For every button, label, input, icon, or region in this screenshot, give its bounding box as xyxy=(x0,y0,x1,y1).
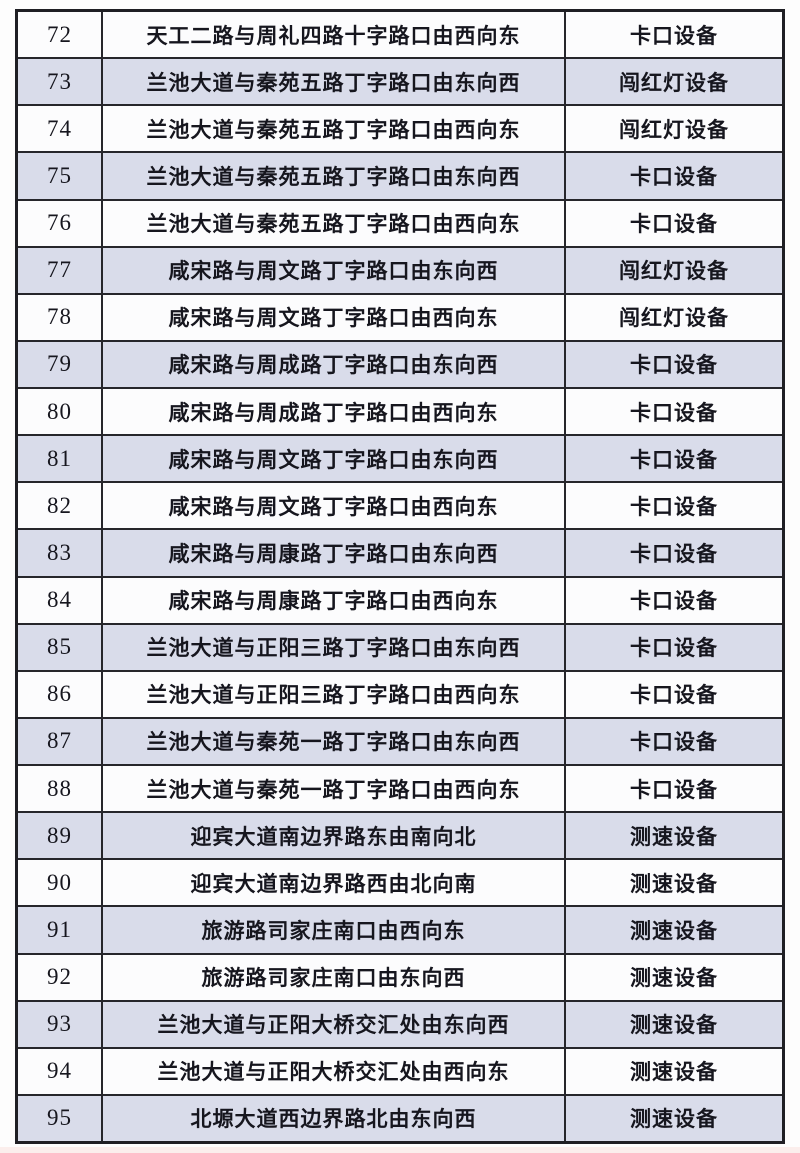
table-row: 92 旅游路司家庄南口由东向西 测速设备 xyxy=(18,954,782,1002)
device-type-cell: 测速设备 xyxy=(630,967,718,991)
device-type-cell: 卡口设备 xyxy=(630,24,718,48)
location-cell: 兰池大道与秦苑五路丁字路口由西向东 xyxy=(103,106,566,152)
location-cell: 旅游路司家庄南口由西向东 xyxy=(103,907,566,953)
location-cell: 天工二路与周礼四路十字路口由西向东 xyxy=(103,12,566,58)
location-cell: 兰池大道与秦苑一路丁字路口由西向东 xyxy=(103,766,566,812)
table-row: 84 咸宋路与周康路丁字路口由西向东 卡口设备 xyxy=(18,577,782,625)
table-row: 76 兰池大道与秦苑五路丁字路口由西向东 卡口设备 xyxy=(18,200,782,248)
device-type-cell: 卡口设备 xyxy=(630,637,718,661)
location-cell: 咸宋路与周文路丁字路口由西向东 xyxy=(103,294,566,340)
row-number-cell: 94 xyxy=(18,1048,103,1094)
row-number-cell: 86 xyxy=(18,671,103,717)
device-type-cell: 卡口设备 xyxy=(630,731,718,755)
table-row: 77 咸宋路与周文路丁字路口由东向西 闯红灯设备 xyxy=(18,247,782,295)
location-cell: 兰池大道与正阳大桥交汇处由西向东 xyxy=(103,1048,566,1094)
row-number-cell: 91 xyxy=(18,907,103,953)
table-row: 72 天工二路与周礼四路十字路口由西向东 卡口设备 xyxy=(18,12,782,60)
table-row: 81 咸宋路与周文路丁字路口由东向西 卡口设备 xyxy=(18,436,782,484)
device-type-cell: 卡口设备 xyxy=(630,448,718,472)
row-number-cell: 81 xyxy=(18,436,103,482)
row-number-cell: 88 xyxy=(18,766,103,812)
location-cell: 迎宾大道南边界路东由南向北 xyxy=(103,813,566,859)
location-cell: 北塬大道西边界路北由东向西 xyxy=(103,1095,566,1141)
table-row: 75 兰池大道与秦苑五路丁字路口由东向西 卡口设备 xyxy=(18,153,782,201)
table-row: 88 兰池大道与秦苑一路丁字路口由西向东 卡口设备 xyxy=(18,766,782,814)
row-number-cell: 95 xyxy=(18,1095,103,1141)
row-number-cell: 89 xyxy=(18,813,103,859)
table-row: 89 迎宾大道南边界路东由南向北 测速设备 xyxy=(18,813,782,861)
row-number-cell: 79 xyxy=(18,341,103,387)
device-type-cell: 卡口设备 xyxy=(630,590,718,614)
table-row: 90 迎宾大道南边界路西由北向南 测速设备 xyxy=(18,860,782,908)
devices-table: 72 天工二路与周礼四路十字路口由西向东 卡口设备 73 兰池大道与秦苑五路丁字… xyxy=(15,9,785,1144)
location-cell: 兰池大道与秦苑五路丁字路口由西向东 xyxy=(103,200,566,246)
device-type-cell: 闯红灯设备 xyxy=(619,71,729,95)
device-type-cell: 闯红灯设备 xyxy=(619,260,729,284)
location-cell: 旅游路司家庄南口由东向西 xyxy=(103,954,566,1000)
location-cell: 咸宋路与周康路丁字路口由西向东 xyxy=(103,577,566,623)
device-type-cell: 测速设备 xyxy=(630,919,718,943)
row-number-cell: 76 xyxy=(18,200,103,246)
device-type-cell: 卡口设备 xyxy=(630,778,718,802)
table-row: 79 咸宋路与周成路丁字路口由东向西 卡口设备 xyxy=(18,341,782,389)
device-type-cell: 测速设备 xyxy=(630,825,718,849)
location-cell: 迎宾大道南边界路西由北向南 xyxy=(103,860,566,906)
device-type-cell: 卡口设备 xyxy=(630,165,718,189)
row-number-cell: 77 xyxy=(18,247,103,293)
row-number-cell: 93 xyxy=(18,1001,103,1047)
row-number-cell: 73 xyxy=(18,59,103,105)
location-cell: 兰池大道与正阳三路丁字路口由东向西 xyxy=(103,624,566,670)
row-number-cell: 72 xyxy=(18,12,103,58)
device-type-cell: 卡口设备 xyxy=(630,401,718,425)
table-row: 87 兰池大道与秦苑一路丁字路口由东向西 卡口设备 xyxy=(18,718,782,766)
location-cell: 咸宋路与周文路丁字路口由东向西 xyxy=(103,247,566,293)
table-row: 91 旅游路司家庄南口由西向东 测速设备 xyxy=(18,907,782,955)
location-cell: 兰池大道与正阳大桥交汇处由东向西 xyxy=(103,1001,566,1047)
device-type-cell: 闯红灯设备 xyxy=(619,118,729,142)
table-row: 85 兰池大道与正阳三路丁字路口由东向西 卡口设备 xyxy=(18,624,782,672)
device-type-cell: 测速设备 xyxy=(630,1014,718,1038)
table-row: 82 咸宋路与周文路丁字路口由西向东 卡口设备 xyxy=(18,483,782,531)
device-type-cell: 测速设备 xyxy=(630,872,718,896)
table-row: 86 兰池大道与正阳三路丁字路口由西向东 卡口设备 xyxy=(18,671,782,719)
location-cell: 兰池大道与秦苑五路丁字路口由东向西 xyxy=(103,153,566,199)
location-cell: 兰池大道与秦苑五路丁字路口由东向西 xyxy=(103,59,566,105)
device-type-cell: 卡口设备 xyxy=(630,684,718,708)
row-number-cell: 87 xyxy=(18,718,103,764)
device-type-cell: 卡口设备 xyxy=(630,542,718,566)
row-number-cell: 85 xyxy=(18,624,103,670)
table-row: 74 兰池大道与秦苑五路丁字路口由西向东 闯红灯设备 xyxy=(18,106,782,154)
row-number-cell: 82 xyxy=(18,483,103,529)
device-type-cell: 测速设备 xyxy=(630,1061,718,1085)
row-number-cell: 92 xyxy=(18,954,103,1000)
device-type-cell: 卡口设备 xyxy=(630,495,718,519)
location-cell: 兰池大道与正阳三路丁字路口由西向东 xyxy=(103,671,566,717)
device-type-cell: 卡口设备 xyxy=(630,213,718,237)
table-row: 95 北塬大道西边界路北由东向西 测速设备 xyxy=(18,1095,782,1141)
row-number-cell: 74 xyxy=(18,106,103,152)
table-row: 73 兰池大道与秦苑五路丁字路口由东向西 闯红灯设备 xyxy=(18,59,782,107)
bottom-strip xyxy=(0,1147,800,1153)
table-row: 80 咸宋路与周成路丁字路口由西向东 卡口设备 xyxy=(18,389,782,437)
table-row: 93 兰池大道与正阳大桥交汇处由东向西 测速设备 xyxy=(18,1001,782,1049)
location-cell: 咸宋路与周文路丁字路口由东向西 xyxy=(103,436,566,482)
location-cell: 咸宋路与周成路丁字路口由东向西 xyxy=(103,341,566,387)
device-type-cell: 卡口设备 xyxy=(630,354,718,378)
location-cell: 咸宋路与周康路丁字路口由东向西 xyxy=(103,530,566,576)
row-number-cell: 75 xyxy=(18,153,103,199)
location-cell: 咸宋路与周文路丁字路口由西向东 xyxy=(103,483,566,529)
row-number-cell: 90 xyxy=(18,860,103,906)
row-number-cell: 78 xyxy=(18,294,103,340)
row-number-cell: 84 xyxy=(18,577,103,623)
device-type-cell: 测速设备 xyxy=(630,1108,718,1132)
device-type-cell: 闯红灯设备 xyxy=(619,307,729,331)
location-cell: 兰池大道与秦苑一路丁字路口由东向西 xyxy=(103,718,566,764)
location-cell: 咸宋路与周成路丁字路口由西向东 xyxy=(103,389,566,435)
table-row: 83 咸宋路与周康路丁字路口由东向西 卡口设备 xyxy=(18,530,782,578)
row-number-cell: 83 xyxy=(18,530,103,576)
table-row: 78 咸宋路与周文路丁字路口由西向东 闯红灯设备 xyxy=(18,294,782,342)
table-row: 94 兰池大道与正阳大桥交汇处由西向东 测速设备 xyxy=(18,1048,782,1096)
row-number-cell: 80 xyxy=(18,389,103,435)
